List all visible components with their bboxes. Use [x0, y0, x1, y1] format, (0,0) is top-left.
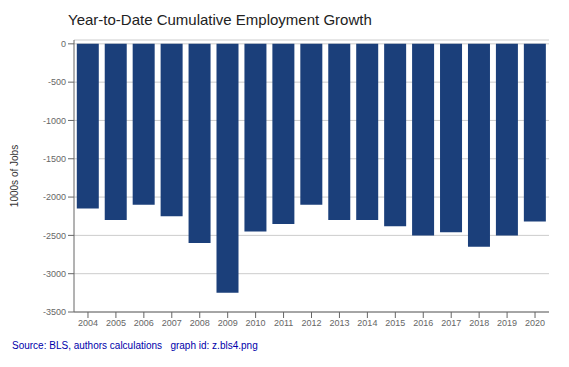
svg-text:-500: -500: [48, 77, 66, 87]
svg-text:0: 0: [61, 39, 66, 49]
svg-text:1000s of Jobs: 1000s of Jobs: [9, 145, 20, 207]
svg-text:-2000: -2000: [43, 192, 66, 202]
html-text:Year-to-Date Cumulative Employ: Year-to-Date Cumulative Employment Growt…: [68, 11, 372, 28]
html-text:Source: BLS, authors calculati: Source: BLS, authors calculations graph …: [12, 340, 258, 351]
svg-text:-3000: -3000: [43, 269, 66, 279]
svg-text:2009: 2009: [218, 318, 238, 328]
svg-text:-1500: -1500: [43, 154, 66, 164]
svg-text:2011: 2011: [274, 318, 293, 328]
svg-text:2019: 2019: [497, 318, 517, 328]
svg-text:2004: 2004: [78, 318, 98, 328]
svg-text:2013: 2013: [329, 318, 349, 328]
svg-text:2015: 2015: [385, 318, 405, 328]
svg-text:2020: 2020: [525, 318, 545, 328]
svg-text:2018: 2018: [469, 318, 489, 328]
svg-text:2017: 2017: [441, 318, 461, 328]
svg-text:2014: 2014: [357, 318, 377, 328]
svg-text:-1000: -1000: [43, 116, 66, 126]
svg-text:2012: 2012: [301, 318, 321, 328]
svg-text:2005: 2005: [106, 318, 126, 328]
svg-text:2006: 2006: [134, 318, 154, 328]
svg-text:-3500: -3500: [43, 307, 66, 317]
svg-text:-2500: -2500: [43, 231, 66, 241]
svg-text:2007: 2007: [162, 318, 182, 328]
svg-text:2008: 2008: [190, 318, 210, 328]
svg-text:2016: 2016: [413, 318, 433, 328]
svg-text:2010: 2010: [246, 318, 266, 328]
